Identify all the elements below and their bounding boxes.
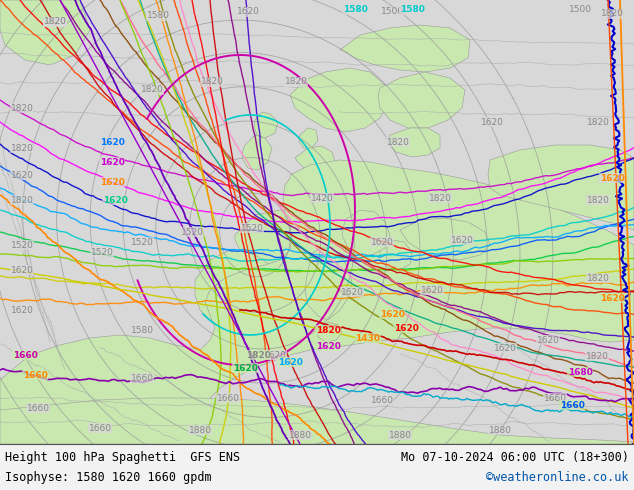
Text: 1660: 1660 xyxy=(131,373,153,383)
Text: 1620: 1620 xyxy=(370,238,394,246)
Polygon shape xyxy=(400,218,490,260)
Text: 1660: 1660 xyxy=(89,423,112,433)
Text: 1620: 1620 xyxy=(600,173,624,182)
Text: 1620: 1620 xyxy=(233,364,257,372)
Text: 1880: 1880 xyxy=(489,425,512,435)
Polygon shape xyxy=(290,68,390,132)
Polygon shape xyxy=(299,128,318,148)
Text: 1620: 1620 xyxy=(264,350,287,360)
Text: Height 100 hPa Spaghetti  GFS ENS: Height 100 hPa Spaghetti GFS ENS xyxy=(5,450,240,464)
Text: 1880: 1880 xyxy=(389,431,411,440)
Text: 1580: 1580 xyxy=(399,5,424,15)
Text: Mo 07-10-2024 06:00 UTC (18+300): Mo 07-10-2024 06:00 UTC (18+300) xyxy=(401,450,629,464)
Polygon shape xyxy=(295,146,335,172)
Polygon shape xyxy=(305,248,352,320)
Text: 1820: 1820 xyxy=(200,77,223,87)
Polygon shape xyxy=(195,250,275,330)
Text: 1520: 1520 xyxy=(11,241,34,249)
Polygon shape xyxy=(318,322,342,342)
Polygon shape xyxy=(0,398,634,444)
Text: 1820: 1820 xyxy=(586,118,609,126)
Text: 1620: 1620 xyxy=(236,7,259,17)
Text: 1620: 1620 xyxy=(380,310,404,318)
Text: 1820: 1820 xyxy=(245,350,271,360)
Text: 1520: 1520 xyxy=(131,238,153,246)
Text: 1660: 1660 xyxy=(27,403,49,413)
Text: 1620: 1620 xyxy=(11,266,34,274)
Polygon shape xyxy=(388,128,440,157)
Text: 1820: 1820 xyxy=(44,18,67,26)
Text: 1820: 1820 xyxy=(11,196,34,204)
Polygon shape xyxy=(254,112,278,138)
Polygon shape xyxy=(378,72,465,128)
Text: 1620: 1620 xyxy=(600,294,624,302)
Text: 1580: 1580 xyxy=(146,11,169,21)
Polygon shape xyxy=(0,0,90,65)
Text: 1620: 1620 xyxy=(316,342,340,350)
Text: 1880: 1880 xyxy=(188,425,212,435)
Text: 1820: 1820 xyxy=(586,351,609,361)
Text: 1620: 1620 xyxy=(100,157,124,167)
Text: 1820: 1820 xyxy=(141,85,164,95)
Text: 1430: 1430 xyxy=(356,334,380,343)
Text: 1820: 1820 xyxy=(586,273,609,283)
Text: 1820: 1820 xyxy=(586,196,609,204)
Text: 1620: 1620 xyxy=(451,236,474,245)
Text: 1820: 1820 xyxy=(600,9,623,19)
Text: 1880: 1880 xyxy=(288,431,311,440)
Text: 1620: 1620 xyxy=(420,286,443,294)
Text: 1620: 1620 xyxy=(394,323,418,333)
Text: 1620: 1620 xyxy=(100,138,124,147)
Text: 1620: 1620 xyxy=(536,336,559,344)
Polygon shape xyxy=(242,135,272,170)
Text: 1820: 1820 xyxy=(316,325,340,335)
Text: 1500: 1500 xyxy=(380,7,403,17)
Polygon shape xyxy=(0,160,634,444)
Text: 1500: 1500 xyxy=(569,5,592,15)
Text: 1820: 1820 xyxy=(11,144,34,152)
Polygon shape xyxy=(340,25,470,72)
Text: 1580: 1580 xyxy=(131,325,153,335)
Text: ©weatheronline.co.uk: ©weatheronline.co.uk xyxy=(486,470,629,484)
Text: 1820: 1820 xyxy=(387,138,410,147)
Text: 1620: 1620 xyxy=(100,177,124,187)
Bar xyxy=(0,444,634,490)
Text: 1620: 1620 xyxy=(493,343,517,352)
Polygon shape xyxy=(380,240,412,270)
Text: 1820: 1820 xyxy=(285,77,307,87)
Text: 1520: 1520 xyxy=(240,223,264,232)
Text: 1820: 1820 xyxy=(11,103,34,113)
Text: 1620: 1620 xyxy=(278,358,302,367)
Text: 1680: 1680 xyxy=(567,368,592,376)
Text: 1660: 1660 xyxy=(543,393,567,402)
Text: 1660: 1660 xyxy=(216,393,240,402)
Text: 1620: 1620 xyxy=(11,305,34,315)
Text: 1620: 1620 xyxy=(481,118,503,126)
Text: Isophyse: 1580 1620 1660 gpdm: Isophyse: 1580 1620 1660 gpdm xyxy=(5,470,212,484)
Text: 1580: 1580 xyxy=(342,5,368,15)
Text: 1520: 1520 xyxy=(181,227,204,237)
Text: 1620: 1620 xyxy=(340,288,363,296)
Text: 1620: 1620 xyxy=(11,171,34,179)
Polygon shape xyxy=(342,210,390,255)
Text: 1620: 1620 xyxy=(103,196,127,204)
Text: 1660: 1660 xyxy=(370,395,394,405)
Text: 1820: 1820 xyxy=(429,194,451,202)
Text: 1660: 1660 xyxy=(13,350,37,360)
Text: 1660: 1660 xyxy=(560,400,585,410)
Text: 1660: 1660 xyxy=(23,370,48,379)
Text: 1420: 1420 xyxy=(311,194,333,202)
Polygon shape xyxy=(235,210,325,270)
Text: 1820: 1820 xyxy=(44,18,67,26)
Text: 1520: 1520 xyxy=(91,247,113,256)
Polygon shape xyxy=(488,145,634,230)
